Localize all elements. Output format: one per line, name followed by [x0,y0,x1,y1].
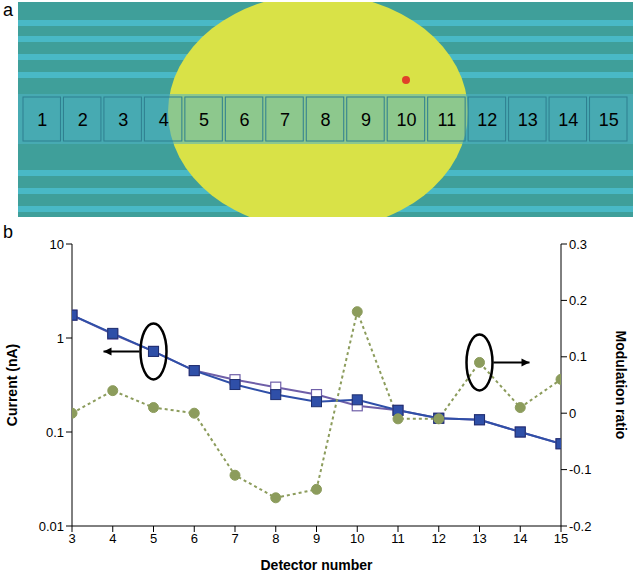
svg-text:0.2: 0.2 [569,293,587,308]
svg-text:15: 15 [554,531,568,546]
svg-text:-0.1: -0.1 [569,462,591,477]
svg-text:1: 1 [57,331,64,346]
svg-text:8: 8 [272,531,279,546]
svg-text:7: 7 [231,531,238,546]
svg-text:0.01: 0.01 [39,519,64,534]
svg-text:3: 3 [118,110,128,130]
svg-text:10: 10 [350,531,364,546]
svg-text:5: 5 [199,110,209,130]
svg-text:0: 0 [569,406,576,421]
svg-text:Detector number: Detector number [260,557,373,573]
svg-text:14: 14 [558,110,578,130]
svg-text:13: 13 [518,110,538,130]
svg-text:0.1: 0.1 [46,425,64,440]
svg-text:11: 11 [391,531,405,546]
svg-text:Modulation ratio: Modulation ratio [613,331,629,440]
svg-text:12: 12 [477,110,497,130]
svg-text:11: 11 [438,110,457,130]
html-text:b: b [3,222,13,242]
svg-text:7: 7 [280,110,290,130]
svg-text:1: 1 [37,110,47,130]
html-text:a: a [3,0,13,20]
svg-text:2: 2 [78,110,88,130]
svg-text:13: 13 [472,531,486,546]
svg-text:6: 6 [191,531,198,546]
svg-text:Current (nA): Current (nA) [4,344,20,426]
svg-text:4: 4 [159,110,169,130]
svg-text:8: 8 [320,110,330,130]
svg-text:9: 9 [313,531,320,546]
svg-text:12: 12 [432,531,446,546]
svg-text:0.1: 0.1 [569,349,587,364]
svg-text:3: 3 [68,531,75,546]
svg-text:14: 14 [513,531,527,546]
svg-text:10: 10 [396,110,416,130]
svg-text:5: 5 [150,531,157,546]
svg-text:0.3: 0.3 [569,237,587,252]
svg-text:4: 4 [109,531,116,546]
svg-text:6: 6 [240,110,250,130]
svg-text:-0.2: -0.2 [569,519,591,534]
svg-text:9: 9 [361,110,371,130]
svg-text:15: 15 [599,110,619,130]
svg-text:10: 10 [50,237,64,252]
